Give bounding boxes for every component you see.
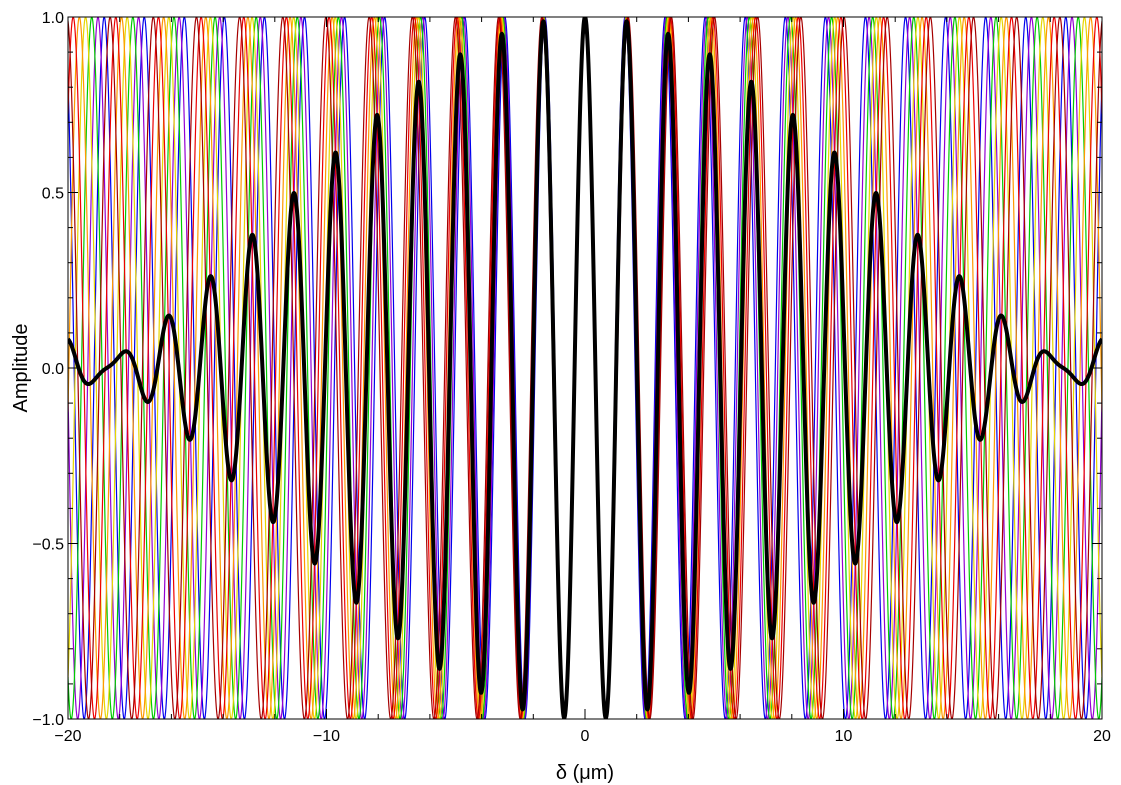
series-line-7 bbox=[68, 17, 1102, 719]
x-tick-label: 0 bbox=[581, 728, 590, 745]
y-tick-label: −1.0 bbox=[32, 712, 64, 729]
x-tick-label: −10 bbox=[313, 728, 340, 745]
series-line-6 bbox=[68, 17, 1102, 719]
y-tick-label: 0.5 bbox=[42, 186, 64, 203]
series-line-3 bbox=[68, 17, 1102, 719]
y-tick-label: 1.0 bbox=[42, 10, 64, 27]
average-series-line bbox=[68, 17, 1102, 719]
x-tick-label: 20 bbox=[1093, 728, 1111, 745]
y-axis-title: Amplitude bbox=[10, 324, 32, 413]
series-line-5 bbox=[68, 17, 1102, 719]
ticks-group: −20 −10 0 10 20 −1.0 −0.5 0.0 0.5 1.0 bbox=[32, 10, 1111, 745]
y-tick-label: 0.0 bbox=[42, 361, 64, 378]
x-tick-label: −20 bbox=[54, 728, 81, 745]
series-line-4 bbox=[68, 17, 1102, 719]
x-tick-label: 10 bbox=[835, 728, 853, 745]
x-axis-title: δ (μm) bbox=[556, 762, 614, 784]
y-tick-label: −0.5 bbox=[32, 537, 64, 554]
